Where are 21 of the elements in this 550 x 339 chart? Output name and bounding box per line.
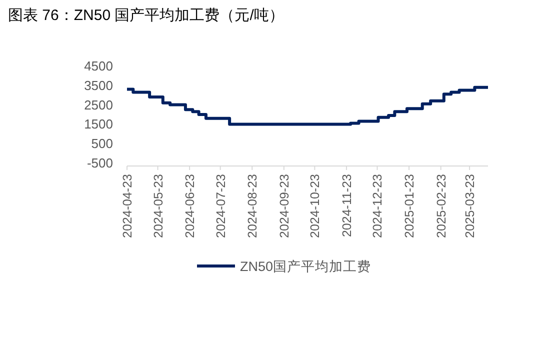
x-tick-label: 2024-09-23 (277, 174, 292, 238)
x-tick-label: 2024-06-23 (183, 174, 198, 238)
y-tick-label: 3500 (84, 78, 113, 93)
y-tick-label: -500 (86, 156, 113, 170)
y-tick-label: 2500 (84, 97, 113, 112)
legend-label: ZN50国产平均加工费 (240, 259, 372, 274)
x-tick-label: 2025-02-23 (434, 174, 448, 238)
x-tick-label: 2025-01-23 (402, 174, 417, 238)
y-tick-label: 1500 (84, 116, 113, 132)
x-tick-label: 2024-08-23 (246, 174, 260, 238)
x-tick-label: 2024-11-23 (340, 174, 354, 238)
y-tick-label: 4500 (84, 58, 113, 74)
x-tick-label: 2024-05-23 (151, 174, 166, 238)
x-tick-label: 2024-07-23 (214, 174, 228, 238)
y-tick-label: 500 (91, 136, 113, 152)
x-tick-label: 2025-03-23 (463, 174, 478, 238)
legend: ZN50国产平均加工费 (197, 259, 372, 274)
chart-title: 图表 76：ZN50 国产平均加工费（元/吨） (8, 7, 284, 24)
x-tick-label: 2024-04-23 (120, 174, 134, 238)
x-tick-label: 2024-10-23 (308, 174, 322, 238)
x-tick-label: 2024-12-23 (370, 174, 385, 238)
